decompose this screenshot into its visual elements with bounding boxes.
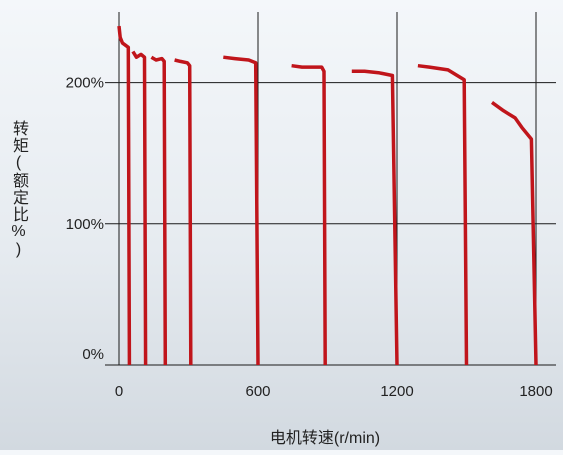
y-tick-label: 100% — [66, 216, 104, 233]
x-tick-label: 0 — [115, 383, 123, 400]
series-line-8 — [417, 63, 469, 366]
y-tick-label: 0% — [82, 346, 104, 363]
series-line-9 — [490, 100, 538, 366]
series-line-4 — [174, 58, 193, 366]
y-axis-title: 转矩(额定比%) — [10, 120, 27, 259]
series-line-1 — [117, 25, 132, 366]
tick-labels: 0 600 1200 1800 0% 100% 200% — [66, 75, 553, 400]
series-group — [117, 25, 538, 366]
series-line-5 — [223, 55, 260, 366]
x-tick-label: 1200 — [380, 383, 413, 400]
series-line-7 — [351, 69, 399, 366]
x-axis-title: 电机转速(r/min) — [270, 429, 380, 447]
x-tick-label: 600 — [245, 383, 270, 400]
series-line-3 — [150, 55, 168, 366]
series-line-6 — [291, 63, 327, 366]
y-tick-label: 200% — [66, 75, 104, 92]
grid-lines — [105, 12, 556, 365]
x-tick-label: 1800 — [519, 383, 552, 400]
axes — [105, 12, 556, 366]
series-line-2 — [131, 50, 148, 366]
